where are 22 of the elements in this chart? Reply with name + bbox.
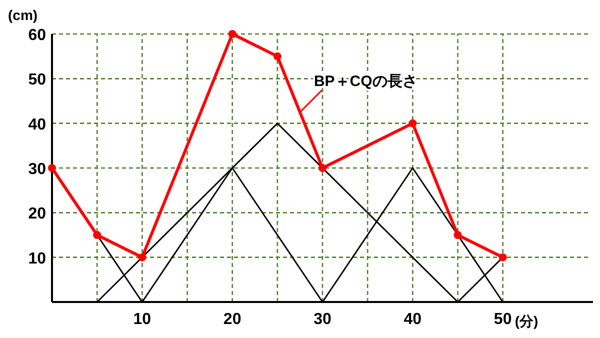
point <box>273 52 282 60</box>
point <box>498 253 507 262</box>
x-tick-label: 10 <box>133 311 152 328</box>
x-tick-label: 20 <box>223 311 242 328</box>
y-tick-label: 50 <box>28 72 46 89</box>
y-tick-label: 30 <box>28 161 46 178</box>
y-tick-label: 10 <box>28 250 46 268</box>
x-tick-label: 30 <box>314 311 332 328</box>
y-tick-label: 20 <box>28 206 46 223</box>
y-axis-title: (cm) <box>8 7 38 23</box>
x-axis-title: (分) <box>514 313 538 329</box>
point <box>138 253 146 262</box>
x-tick-label: 50 <box>494 311 512 328</box>
point <box>228 30 236 38</box>
point <box>93 231 102 239</box>
point <box>454 231 462 239</box>
point <box>408 119 417 128</box>
x-tick-label: 40 <box>404 311 422 328</box>
point <box>48 164 56 172</box>
point <box>318 164 326 172</box>
y-tick-label: 60 <box>28 27 46 44</box>
y-tick-label: 40 <box>28 116 46 134</box>
